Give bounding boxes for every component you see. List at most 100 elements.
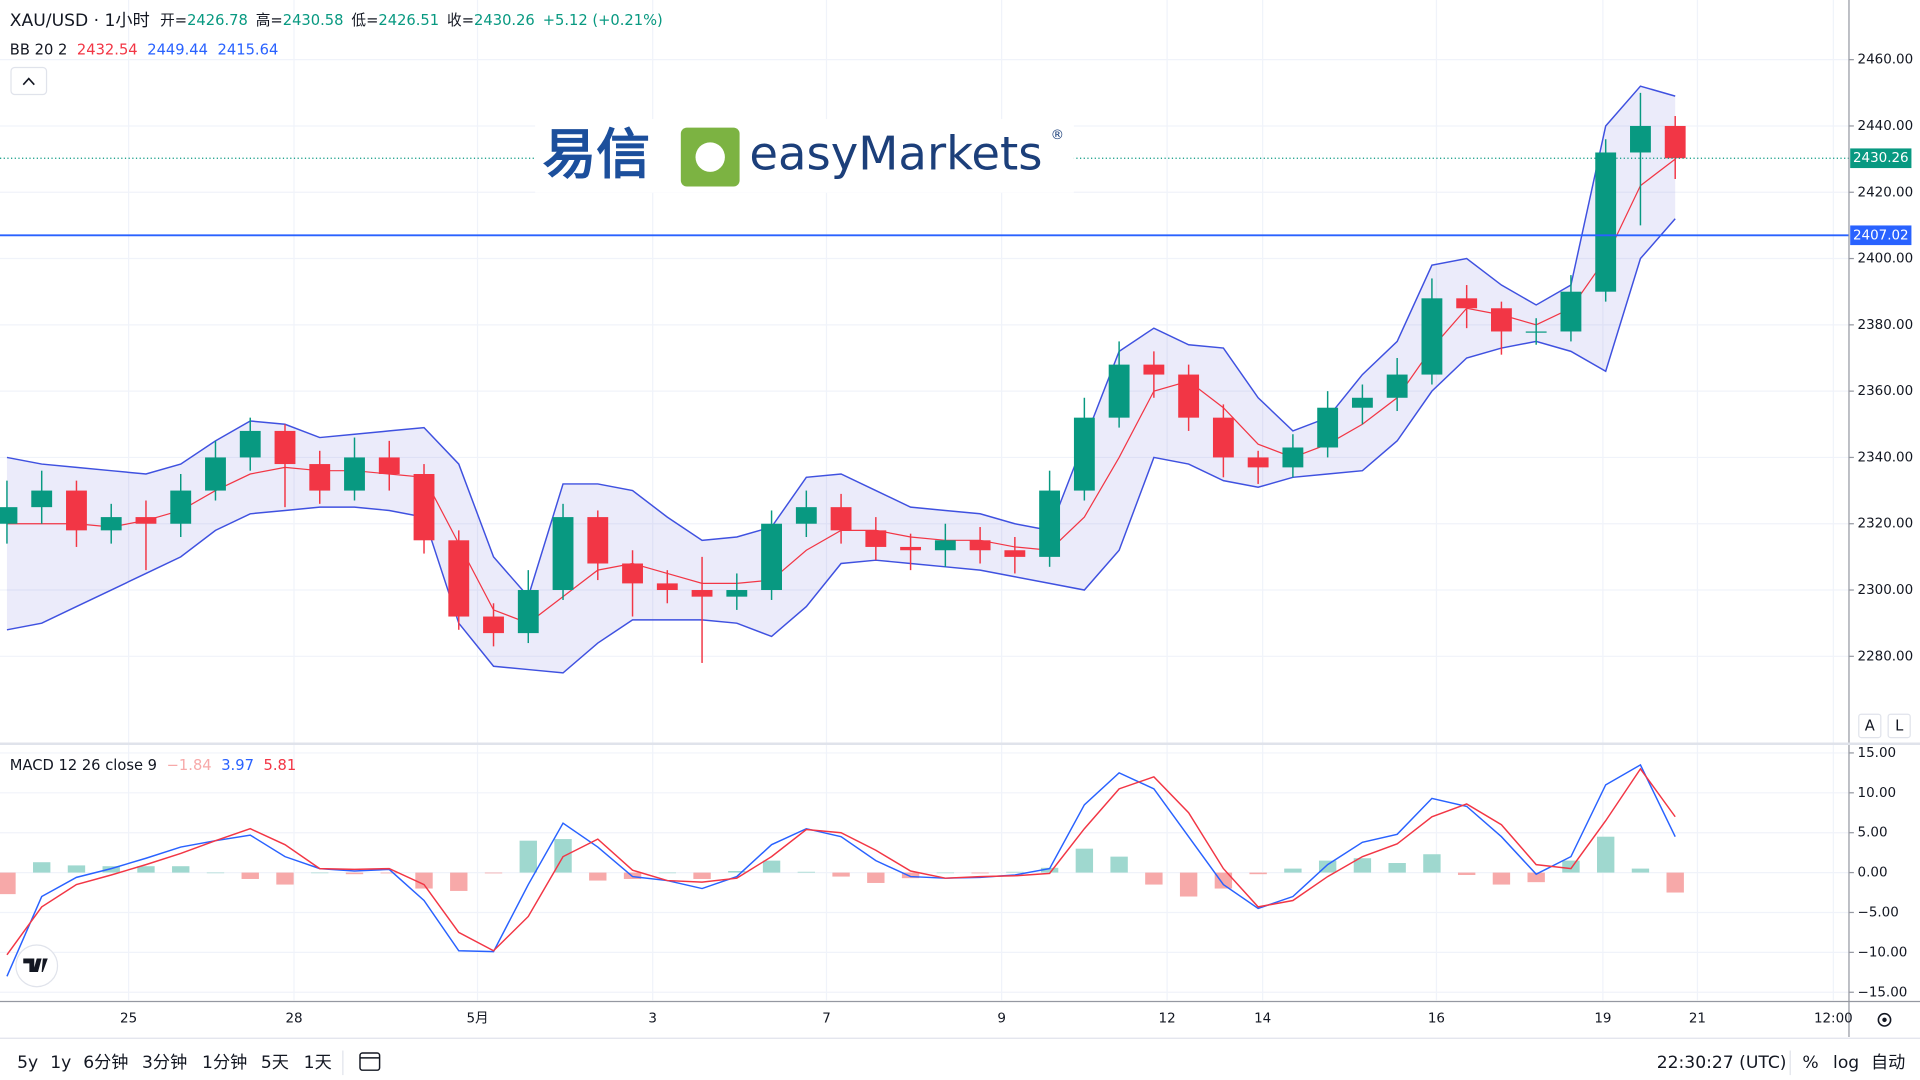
scale-a-box[interactable] [1858,713,1882,739]
scale-a-button[interactable]: A [1858,713,1882,739]
candle-body [934,540,956,551]
collapse-button[interactable] [10,66,48,96]
macd-histogram-bar [728,870,746,873]
y-tick-label: 2360.00 [1858,383,1914,399]
macd-histogram-bar [345,872,364,875]
candle-body [552,517,574,591]
bb-title: BB 20 2 [10,41,68,58]
macd-histogram-bar [380,872,398,874]
clock: 22:30:27 (UTC) [1657,1053,1787,1073]
candle-body [239,430,261,458]
macd-histogram-bar [832,872,850,877]
high-label: 高= [256,12,283,29]
y-tick-label: 2460.00 [1858,52,1914,68]
signal-line [6,767,1676,956]
range-button[interactable]: 1分钟 [202,1053,247,1073]
x-tick-label: 19 [1594,1011,1611,1027]
candle-body [900,546,922,551]
settings-icon[interactable] [1877,1012,1892,1027]
candle-body [1143,364,1165,375]
settings-button[interactable] [1877,1012,1892,1027]
high-value: 2430.58 [283,12,344,29]
candle-body [1560,291,1582,332]
candle-body [1386,374,1408,398]
candle-body [1525,331,1547,333]
collapse-box[interactable] [10,66,48,96]
candle-body [344,457,365,491]
axes: 25 28 5月 3 7 9 12 14 16 19 21 12:00 2280.00 2300.00 23… [120,52,1913,1027]
macd-histogram-bar [1284,868,1302,873]
candle-body [378,457,400,475]
candle-body [309,464,331,491]
candle-body [1595,152,1617,292]
close-label: 收= [447,12,474,29]
candle-body [274,430,296,465]
range-button[interactable]: 1y [50,1053,71,1073]
x-tick-label: 14 [1254,1011,1271,1027]
macd-histogram-bar [1318,860,1337,873]
settings-icon-dot [1882,1017,1887,1023]
candle-body [1491,308,1512,332]
macd-histogram-bar [1492,872,1511,885]
percent-button[interactable]: % [1802,1053,1818,1073]
candle-body [413,474,435,541]
macd-histogram-bar [1631,868,1650,873]
y-tick-label: −5.00 [1858,904,1899,920]
x-tick-label: 12 [1159,1011,1176,1027]
range-button[interactable]: 3分钟 [142,1053,187,1073]
macd-histogram-bar [102,866,120,873]
auto-button[interactable]: 自动 [1871,1053,1905,1073]
macd-histogram-bar [1145,872,1163,885]
macd-histogram-bar [1527,872,1545,883]
y-tick-label: −15.00 [1858,984,1908,1000]
macd-histogram-bar [1353,858,1372,873]
watermark-brand: easyMarkets [749,127,1042,181]
calendar-icon[interactable] [359,1052,381,1071]
macd-histogram-bar [693,872,711,879]
candle-body [1212,417,1234,458]
range-button[interactable]: 6分钟 [83,1053,128,1073]
scale-l-button[interactable]: L [1887,713,1911,739]
symbol: XAU/USD · 1小时 [10,11,150,31]
candle-body [483,616,504,634]
range-button[interactable]: 5天 [261,1053,289,1073]
macd-histogram-bar [658,872,676,874]
macd-histogram-bar [484,872,503,874]
open-label: 开= [160,12,187,29]
y-tick-label: 2420.00 [1858,184,1914,200]
hline-price-box [1850,225,1912,246]
open-value: 2426.78 [187,12,248,29]
watermark-icon-dot [695,142,725,172]
macd-histogram-bar [971,872,989,874]
x-tick-label: 9 [997,1011,1006,1027]
x-tick-label: 3 [648,1011,657,1027]
log-button[interactable]: log [1833,1053,1859,1073]
macd-histogram-bar [797,871,816,873]
candle-body [1073,417,1095,491]
macd-histogram-bar [901,872,920,879]
last-price-box [1850,148,1912,169]
candle-body [1664,125,1686,159]
macd-histogram-bar [415,872,433,889]
legend-main: XAU/USD · 1小时 开=2426.78 高=2430.58 低=2426… [10,11,663,31]
y-tick-label: 0.00 [1858,865,1888,881]
range-button[interactable]: 1天 [304,1053,332,1073]
candle-body [795,507,817,524]
macd-histogram-bar [0,872,16,895]
range-button[interactable]: 5y [17,1053,38,1073]
legend-macd: MACD 12 26 close 9 −1.84 3.97 5.81 [10,757,296,774]
scale-l-box[interactable] [1887,713,1911,739]
date-range-button[interactable] [359,1052,381,1071]
candle-body [135,517,157,524]
watermark-mark: ® [1051,127,1064,143]
hline-price-label: 2407.02 [1853,227,1909,243]
candle-body [1421,298,1443,375]
candle-body [1178,374,1200,418]
macd-histogram-bar [276,872,294,885]
candle-body [1039,490,1061,557]
x-tick-label: 28 [285,1011,302,1027]
macd-histogram-bar [1597,836,1615,873]
macd-histogram-bar [519,840,537,873]
candle-body [969,540,991,551]
bb-upper: 2449.44 [147,41,208,58]
